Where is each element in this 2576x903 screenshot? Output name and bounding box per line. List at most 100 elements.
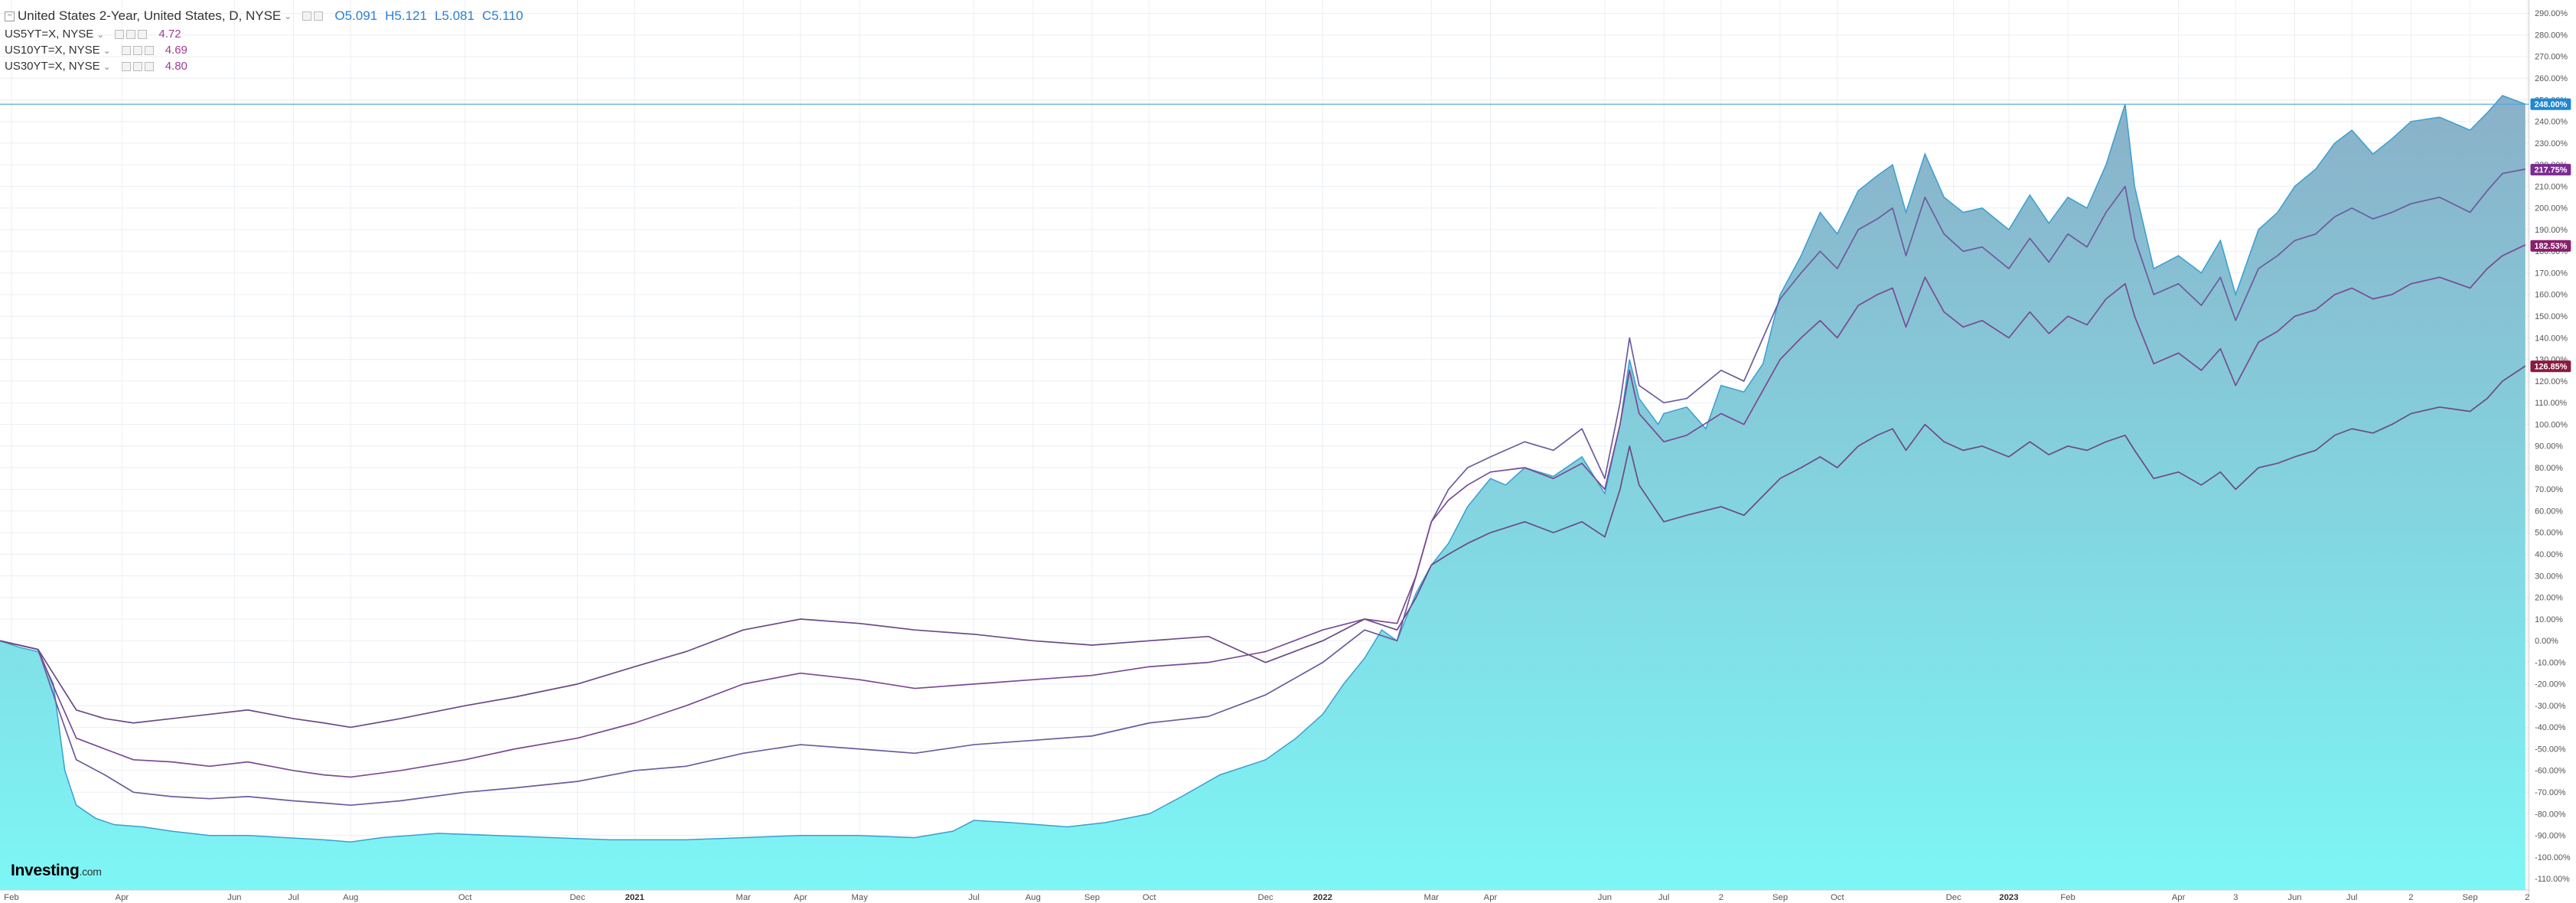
x-tick-label: May: [851, 893, 868, 902]
series-line-2y: [0, 95, 2526, 843]
series-tools: [115, 29, 149, 39]
close-icon[interactable]: [144, 45, 154, 55]
y-tick-label: 280.00%: [2535, 31, 2568, 40]
x-tick-label: Apr: [1484, 893, 1498, 902]
close-icon[interactable]: [144, 61, 154, 71]
y-tick-label: -80.00%: [2535, 810, 2566, 819]
y-tick-label: -110.00%: [2535, 875, 2570, 884]
y-tick-label: -100.00%: [2535, 853, 2571, 862]
y-tick-label: 80.00%: [2535, 464, 2563, 473]
x-tick-label: Aug: [1026, 893, 1041, 902]
settings-icon[interactable]: [132, 61, 142, 71]
x-tick-label: Dec: [1258, 893, 1273, 902]
y-tick-label: 200.00%: [2535, 204, 2568, 214]
series-line-us10yt-x: [0, 244, 2526, 778]
x-tick-label: Mar: [1424, 893, 1440, 902]
x-axis[interactable]: Feb Apr Jun Jul Aug Oct Dec 2021 Mar Apr May Jul Aug…: [4, 893, 2529, 902]
legend-row-us30y[interactable]: US30YT=X, NYSE ⌄ 4.80: [5, 58, 531, 74]
y-tick-label: -10.00%: [2535, 658, 2566, 667]
y-tick-label: 30.00%: [2535, 572, 2563, 581]
y-tick-label: -40.00%: [2535, 723, 2566, 732]
y-tick-label: -90.00%: [2535, 832, 2566, 841]
settings-icon[interactable]: [314, 11, 324, 21]
y-tick-label: 20.00%: [2535, 594, 2563, 603]
series-tools: [121, 45, 156, 55]
y-tick-label: 70.00%: [2535, 485, 2563, 494]
y-tick-label: 90.00%: [2535, 442, 2563, 452]
legend-symbol[interactable]: US5YT=X, NYSE: [5, 28, 94, 41]
y-tick-label: 0.00%: [2535, 637, 2558, 646]
price-badge-label: 217.75%: [2534, 165, 2567, 174]
y-tick-label: 50.00%: [2535, 529, 2563, 538]
main-symbol-title[interactable]: United States 2-Year, United States, D, …: [18, 8, 282, 23]
y-tick-label: 180.00%: [2535, 247, 2568, 256]
legend-symbol[interactable]: US10YT=X, NYSE: [5, 44, 100, 57]
legend-main-row[interactable]: − United States 2-Year, United States, D…: [5, 6, 531, 26]
y-tick-label: -30.00%: [2535, 702, 2566, 711]
legend-row-us5y[interactable]: US5YT=X, NYSE ⌄ 4.72: [5, 26, 531, 42]
eye-icon[interactable]: [302, 11, 312, 21]
x-tick-label: Jul: [968, 893, 979, 902]
x-tick-label: Jun: [1598, 893, 1612, 902]
price-badge: [2530, 360, 2571, 373]
x-tick-label: Dec: [1946, 893, 1961, 902]
x-tick-label: 2: [1719, 893, 1723, 902]
price-badge: [2530, 164, 2571, 176]
y-tick-label: 150.00%: [2535, 312, 2568, 321]
series-line-us30yt-x: [0, 365, 2526, 729]
x-tick-label: Mar: [736, 893, 752, 902]
eye-icon[interactable]: [115, 29, 125, 39]
chevron-down-icon[interactable]: ⌄: [103, 44, 111, 56]
logo-suffix: .com: [79, 866, 102, 878]
collapse-icon[interactable]: −: [5, 11, 15, 21]
x-tick-label: Sep: [1084, 893, 1100, 902]
price-badge: [2530, 240, 2571, 252]
y-tick-label: -20.00%: [2535, 680, 2566, 689]
x-tick-label: Apr: [794, 893, 807, 902]
low-value: 5.081: [442, 8, 474, 23]
y-tick-label: 160.00%: [2535, 291, 2568, 300]
legend: − United States 2-Year, United States, D…: [5, 6, 531, 74]
x-tick-label: 2: [2408, 893, 2413, 902]
high-label: H: [385, 8, 395, 23]
x-tick-label: Sep: [2463, 893, 2478, 902]
close-value: 5.110: [491, 8, 523, 23]
y-tick-label: 40.00%: [2535, 550, 2563, 559]
x-tick-label: Jul: [2346, 893, 2357, 902]
legend-symbol[interactable]: US30YT=X, NYSE: [5, 60, 100, 73]
y-tick-label: 230.00%: [2535, 139, 2568, 148]
eye-icon[interactable]: [121, 61, 131, 71]
x-tick-label: 3: [2233, 893, 2238, 902]
x-tick-label: Jul: [1658, 893, 1669, 902]
y-tick-label: 270.00%: [2535, 53, 2568, 62]
close-icon[interactable]: [138, 29, 148, 39]
high-value: 5.121: [394, 8, 427, 23]
x-tick-label: Apr: [116, 893, 129, 902]
close-label: C: [481, 8, 492, 23]
x-tick-label: 2: [2525, 893, 2529, 902]
y-tick-label: -60.00%: [2535, 767, 2566, 776]
y-tick-label: -50.00%: [2535, 745, 2566, 754]
low-label: L: [434, 8, 442, 23]
x-tick-label: Dec: [570, 893, 585, 902]
y-tick-label: 290.00%: [2535, 9, 2568, 18]
y-tick-label: 60.00%: [2535, 507, 2563, 516]
y-axis[interactable]: 290.00%280.00%270.00%260.00%250.00%240.0…: [2535, 9, 2571, 884]
chevron-down-icon[interactable]: ⌄: [103, 60, 111, 72]
logo-text: Investing: [11, 862, 80, 879]
price-badge-label: 126.85%: [2534, 362, 2567, 371]
chevron-down-icon[interactable]: ⌄: [96, 28, 105, 40]
settings-icon[interactable]: [132, 45, 142, 55]
open-value: 5.091: [344, 8, 378, 23]
eye-icon[interactable]: [121, 45, 131, 55]
series-tools: [121, 61, 156, 71]
y-tick-label: 130.00%: [2535, 356, 2568, 365]
legend-row-us10y[interactable]: US10YT=X, NYSE ⌄ 4.69: [5, 42, 531, 58]
chevron-down-icon[interactable]: ⌄: [284, 11, 292, 21]
x-tick-label: Jun: [2287, 893, 2301, 902]
settings-icon[interactable]: [126, 29, 136, 39]
price-badges: 248.00% 217.75% 182.53% 126.85%: [2530, 98, 2571, 373]
x-tick-label: Oct: [1831, 893, 1844, 902]
